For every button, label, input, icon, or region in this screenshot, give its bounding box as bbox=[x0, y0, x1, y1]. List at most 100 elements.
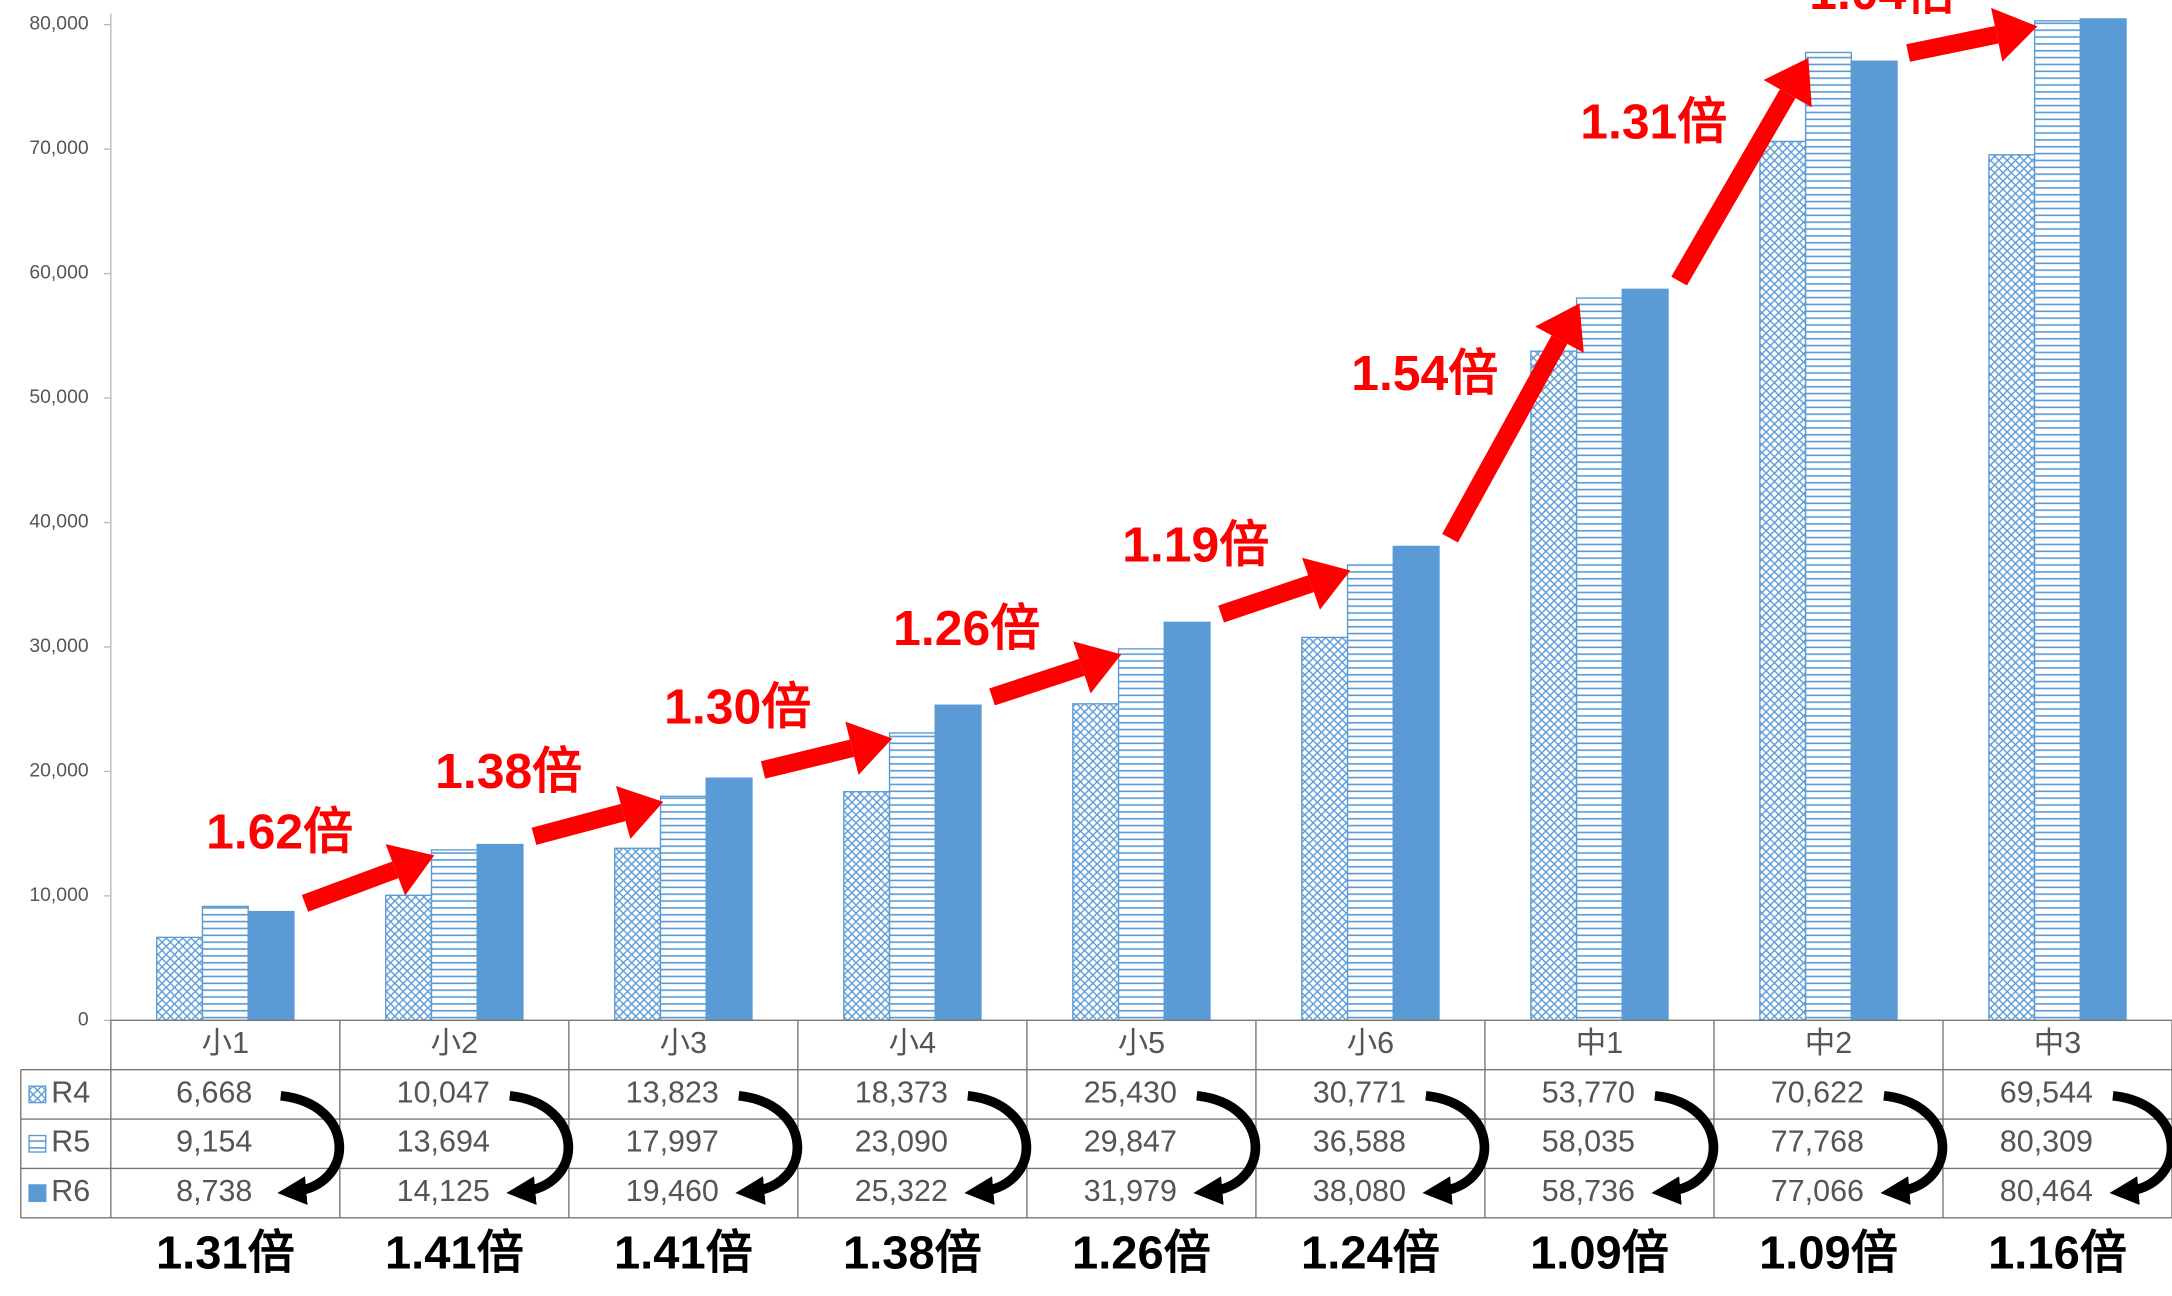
bar bbox=[1988, 154, 2036, 1022]
table-value: 77,768 bbox=[1771, 1126, 1864, 1159]
legend-label: R4 bbox=[51, 1077, 90, 1110]
x-tick-label: 中2 bbox=[1805, 1026, 1852, 1060]
x-tick-label: 小1 bbox=[202, 1027, 249, 1060]
bar bbox=[843, 790, 891, 1022]
bar bbox=[2033, 20, 2082, 1022]
y-tick-label: 30,000 bbox=[29, 636, 88, 657]
table-value: 17,997 bbox=[626, 1126, 719, 1159]
y-tick-label: 0 bbox=[78, 1009, 89, 1030]
growth-arrow-head bbox=[1073, 641, 1122, 694]
ratio-label: 1.31倍 bbox=[156, 1227, 295, 1279]
growth-arrow bbox=[1218, 575, 1314, 623]
x-tick-label: 小6 bbox=[1347, 1027, 1394, 1060]
bar bbox=[934, 704, 982, 1022]
table-value: 9,154 bbox=[176, 1126, 252, 1159]
y-tick-label: 60,000 bbox=[29, 263, 88, 284]
growth-arrow-head bbox=[1991, 7, 2038, 62]
legend-swatch bbox=[28, 1085, 47, 1104]
y-tick-label: 20,000 bbox=[29, 761, 88, 782]
table-value: 18,373 bbox=[855, 1077, 948, 1110]
growth-arrow bbox=[989, 658, 1085, 706]
growth-label: 1.30倍 bbox=[664, 679, 811, 735]
bar bbox=[1530, 350, 1578, 1022]
growth-arrow bbox=[1906, 25, 1999, 62]
legend-label: R6 bbox=[51, 1175, 90, 1208]
growth-label: 1.04倍 bbox=[1809, 0, 1956, 20]
growth-arrow-head bbox=[615, 786, 664, 840]
table-value: 69,544 bbox=[2000, 1077, 2093, 1110]
ratio-label: 1.26倍 bbox=[1072, 1227, 1211, 1279]
table-value: 38,080 bbox=[1313, 1175, 1406, 1208]
table-value: 25,322 bbox=[855, 1175, 948, 1208]
x-tick-label: 小3 bbox=[660, 1027, 707, 1060]
ratio-label: 1.09倍 bbox=[1530, 1227, 1669, 1279]
table-value: 58,736 bbox=[1542, 1175, 1635, 1208]
growth-arrow bbox=[531, 803, 626, 845]
bar bbox=[1346, 564, 1394, 1022]
table-value: 13,694 bbox=[397, 1126, 490, 1159]
table-value: 25,430 bbox=[1084, 1077, 1177, 1110]
growth-label: 1.19倍 bbox=[1122, 517, 1269, 573]
bar bbox=[614, 847, 662, 1022]
table-value: 8,738 bbox=[176, 1175, 252, 1208]
ratio-arrow bbox=[1422, 1091, 1490, 1205]
bar bbox=[385, 894, 433, 1022]
ratio-arrow bbox=[1193, 1091, 1261, 1205]
bar bbox=[888, 732, 936, 1022]
bar bbox=[1621, 288, 1669, 1022]
growth-arrow bbox=[301, 861, 399, 912]
ratio-label: 1.41倍 bbox=[385, 1227, 524, 1279]
growth-arrow-head bbox=[1763, 57, 1812, 108]
table-value: 70,622 bbox=[1771, 1077, 1864, 1110]
growth-label: 1.31倍 bbox=[1580, 94, 1727, 150]
ratio-label: 1.38倍 bbox=[843, 1227, 982, 1279]
ratio-arrow bbox=[2109, 1091, 2172, 1205]
table-value: 13,823 bbox=[626, 1077, 719, 1110]
bar bbox=[1804, 51, 1853, 1022]
growth-arrow bbox=[1671, 89, 1796, 286]
growth-arrow-head bbox=[1535, 303, 1584, 353]
table-value: 23,090 bbox=[855, 1126, 948, 1159]
ratio-arrow bbox=[1880, 1091, 1948, 1205]
x-tick-label: 小5 bbox=[1118, 1027, 1165, 1060]
growth-arrow-head bbox=[385, 844, 435, 896]
ratio-arrow bbox=[735, 1091, 803, 1205]
table-value: 29,847 bbox=[1084, 1126, 1177, 1159]
table-value: 30,771 bbox=[1313, 1077, 1406, 1110]
legend-swatch bbox=[28, 1134, 47, 1153]
growth-arrow bbox=[1442, 335, 1568, 543]
y-tick-label: 70,000 bbox=[29, 138, 88, 159]
growth-label: 1.26倍 bbox=[893, 600, 1040, 656]
legend-label: R5 bbox=[51, 1126, 90, 1159]
bar bbox=[1117, 648, 1165, 1022]
bar bbox=[1392, 545, 1440, 1022]
legend-swatch bbox=[28, 1184, 47, 1203]
bar bbox=[1850, 60, 1898, 1022]
ratio-label: 1.41倍 bbox=[614, 1227, 753, 1279]
table-value: 31,979 bbox=[1084, 1175, 1177, 1208]
table-value: 19,460 bbox=[626, 1175, 719, 1208]
y-tick-label: 10,000 bbox=[29, 885, 88, 906]
x-tick-label: 中1 bbox=[1576, 1026, 1623, 1060]
bar bbox=[430, 849, 478, 1022]
ratio-label: 1.09倍 bbox=[1759, 1227, 1898, 1279]
table-value: 53,770 bbox=[1542, 1077, 1635, 1110]
ratio-arrow bbox=[506, 1091, 574, 1205]
growth-arrow bbox=[760, 739, 855, 779]
bar bbox=[156, 936, 204, 1022]
ratio-arrow bbox=[1651, 1091, 1719, 1205]
growth-label: 1.62倍 bbox=[206, 804, 353, 860]
ratio-label: 1.24倍 bbox=[1301, 1227, 1440, 1279]
bar bbox=[247, 910, 295, 1022]
table-value: 58,035 bbox=[1542, 1126, 1635, 1159]
bar bbox=[1759, 140, 1807, 1022]
table-value: 10,047 bbox=[397, 1077, 490, 1110]
bar bbox=[659, 795, 707, 1022]
y-tick-label: 80,000 bbox=[29, 14, 88, 35]
y-tick-label: 40,000 bbox=[29, 512, 88, 533]
growth-arrow-head bbox=[1302, 557, 1351, 610]
bar bbox=[1072, 703, 1120, 1022]
bar bbox=[705, 777, 753, 1022]
x-tick-label: 小4 bbox=[889, 1027, 936, 1060]
ratio-arrow bbox=[277, 1091, 345, 1205]
